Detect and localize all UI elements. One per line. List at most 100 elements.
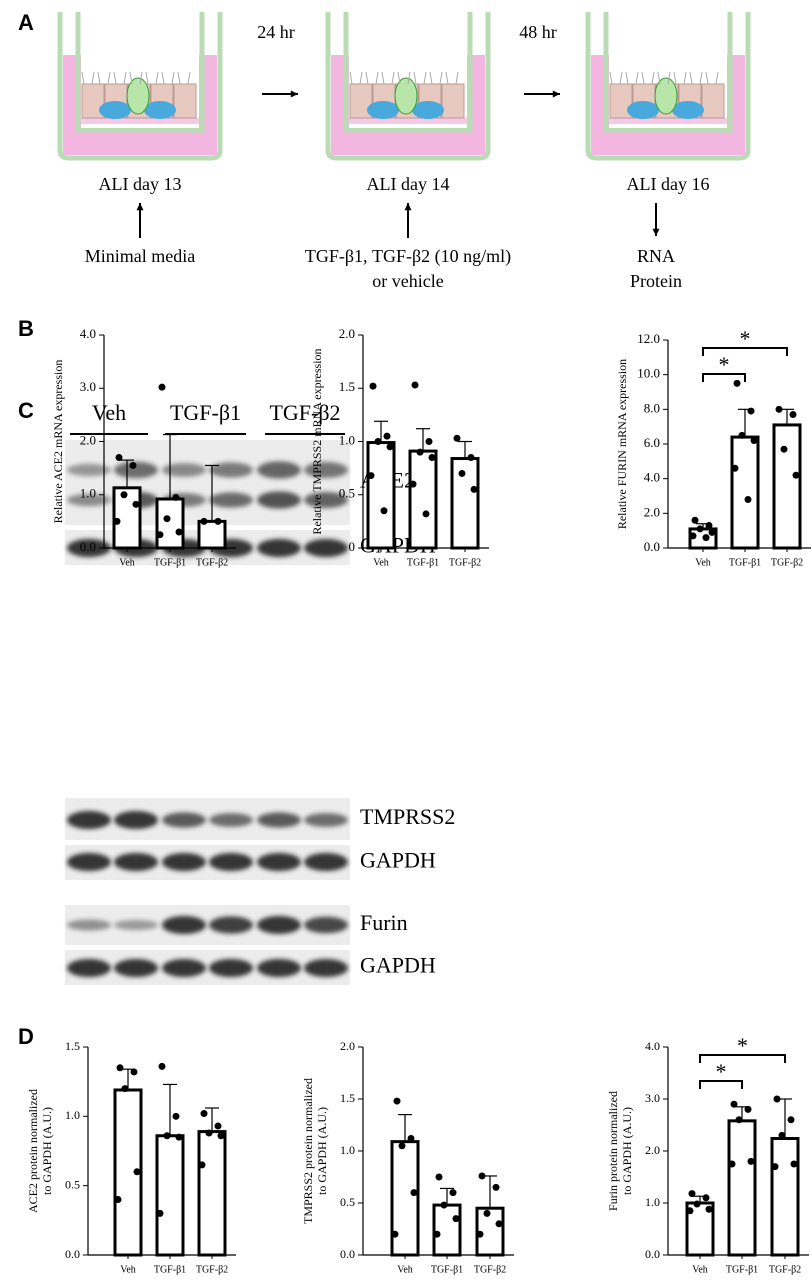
data-point — [778, 1131, 786, 1139]
blot-membrane — [65, 440, 350, 525]
data-point — [702, 1194, 710, 1202]
y-axis-label-line: to GAPDH (A.U.) — [40, 1107, 54, 1195]
data-point — [744, 1105, 752, 1113]
data-point — [198, 1161, 206, 1169]
cilia — [397, 71, 401, 85]
data-point — [386, 443, 394, 451]
bar — [772, 423, 802, 550]
cilia — [689, 71, 693, 85]
y-tick-label: 1.0 — [80, 486, 96, 501]
y-axis-label: TMPRSS2 protein normalizedto GAPDH (A.U.… — [301, 1078, 329, 1224]
arrow-head — [404, 203, 412, 211]
treatment-label: RNA — [637, 246, 675, 266]
data-point — [158, 383, 166, 391]
cilia — [365, 71, 369, 85]
blot-band — [304, 539, 348, 557]
significance-bracket — [702, 373, 746, 382]
blot-band — [114, 853, 158, 871]
blot-band — [257, 812, 301, 828]
blot-membrane — [65, 845, 350, 880]
blot-band — [257, 461, 301, 479]
blot-band — [304, 853, 348, 871]
data-point — [733, 379, 741, 387]
x-tick-label: Veh — [692, 1264, 708, 1275]
cilia — [381, 71, 385, 85]
data-point — [738, 431, 746, 439]
y-axis-label-line: ACE2 protein normalized — [26, 1089, 40, 1213]
data-point — [458, 469, 466, 477]
data-point — [115, 453, 123, 461]
bar — [730, 435, 760, 550]
data-point — [728, 1160, 736, 1168]
y-tick-label: 1.0 — [65, 1108, 80, 1122]
x-tick-label: TGF-β2 — [449, 557, 481, 568]
data-point — [163, 515, 171, 523]
x-tick-label: TGF-β1 — [154, 557, 186, 568]
data-point — [425, 438, 433, 445]
y-axis-label: ACE2 protein normalizedto GAPDH (A.U.) — [26, 1089, 54, 1213]
bar — [155, 1134, 185, 1257]
blot-band — [257, 853, 301, 871]
significance-bracket — [699, 1054, 786, 1063]
cilia — [139, 71, 143, 85]
protein-label: Furin — [360, 910, 408, 935]
y-tick-label: 4.0 — [645, 1039, 660, 1053]
data-point — [158, 1062, 166, 1070]
cilia — [455, 71, 459, 85]
cell — [609, 83, 633, 119]
blot-band — [304, 462, 348, 478]
blot-band — [162, 463, 206, 477]
y-tick-label: 0.0 — [80, 539, 96, 554]
panel-label: B — [18, 316, 34, 341]
insert — [75, 12, 205, 133]
cilia — [641, 71, 645, 85]
data-point — [787, 1116, 795, 1124]
data-point — [689, 532, 697, 540]
cilia — [113, 71, 117, 85]
arrow-head — [136, 203, 144, 211]
blot-band — [209, 916, 253, 934]
x-tick-label: TGF-β1 — [729, 557, 761, 568]
arrow-head — [552, 90, 560, 98]
y-tick-label: 2.0 — [645, 1143, 660, 1157]
membrane — [81, 118, 199, 124]
data-point — [688, 1190, 696, 1198]
cilia — [391, 71, 395, 85]
significance-label: * — [737, 1033, 748, 1058]
y-axis-label-line: to GAPDH (A.U.) — [620, 1107, 634, 1195]
cell-blue — [99, 101, 131, 119]
data-point — [747, 1157, 755, 1165]
data-point — [214, 517, 222, 525]
cell-blue — [672, 101, 704, 119]
data-point — [156, 1209, 164, 1217]
insert — [343, 12, 473, 133]
x-tick-label: TGF-β2 — [769, 1264, 801, 1275]
y-tick-label: 4.0 — [80, 326, 96, 341]
x-tick-label: TGF-β1 — [431, 1264, 463, 1275]
blot-band — [114, 461, 158, 479]
x-tick-label: TGF-β1 — [154, 1264, 186, 1275]
x-tick-label: TGF-β2 — [196, 557, 228, 568]
x-tick-label: TGF-β1 — [726, 1264, 758, 1275]
data-point — [435, 1173, 443, 1181]
data-point — [789, 411, 797, 419]
data-point — [483, 1209, 491, 1217]
data-point — [775, 405, 783, 413]
insert — [603, 12, 733, 133]
y-axis-label-line: TMPRSS2 protein normalized — [301, 1078, 315, 1224]
blot-band — [67, 959, 111, 977]
data-point — [121, 1085, 129, 1093]
bar — [408, 449, 438, 550]
data-point — [391, 1230, 399, 1238]
cilia — [81, 71, 85, 85]
cilia — [97, 71, 101, 85]
y-axis-label: Relative TMPRSS2 mRNA expression — [310, 348, 324, 534]
interval-label: 24 hr — [257, 22, 295, 42]
goblet-cell — [394, 77, 418, 115]
y-tick-label: 0.0 — [645, 1247, 660, 1261]
blot-band — [257, 959, 301, 977]
data-point — [175, 528, 183, 536]
y-axis-label: Relative FURIN mRNA expression — [615, 359, 629, 529]
y-tick-label: 0.5 — [340, 1195, 355, 1209]
cell — [701, 83, 725, 119]
